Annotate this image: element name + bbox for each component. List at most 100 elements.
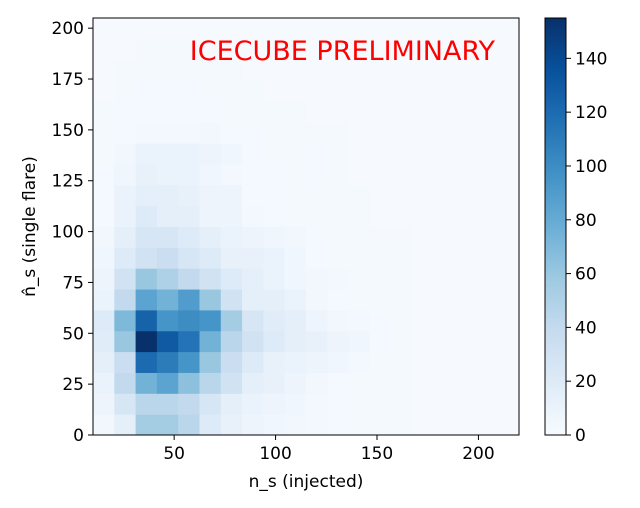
y-tick-label: 100 — [52, 223, 84, 243]
heatmap-cell — [348, 351, 371, 373]
heatmap-cell — [199, 205, 222, 227]
heatmap-cell — [327, 351, 350, 373]
heatmap-cell — [433, 163, 456, 186]
heatmap-cell — [93, 184, 115, 207]
colorbar-tick-label: 140 — [575, 49, 607, 69]
heatmap-cell — [497, 184, 520, 207]
heatmap-cell — [178, 226, 200, 248]
heatmap-cell — [220, 101, 243, 123]
heatmap-cell — [306, 38, 328, 61]
heatmap-cell — [497, 414, 520, 436]
heatmap-cell — [156, 351, 179, 373]
heatmap-cell — [284, 393, 307, 415]
heatmap-cell — [369, 330, 392, 353]
heatmap-cell — [242, 184, 264, 207]
heatmap-cell — [220, 163, 243, 186]
heatmap-cell — [412, 351, 435, 373]
heatmap-cell — [497, 372, 520, 394]
heatmap-cell — [199, 414, 222, 436]
heatmap-cell — [114, 184, 137, 207]
heatmap-cell — [412, 247, 435, 269]
heatmap-cell — [497, 268, 520, 290]
heatmap-cell — [327, 143, 350, 165]
colorbar-tick-label: 100 — [575, 157, 607, 177]
heatmap-cell — [455, 414, 477, 436]
heatmap-cell — [93, 351, 115, 373]
heatmap-cell — [476, 268, 499, 290]
heatmap-cell — [348, 80, 371, 102]
heatmap-cell — [178, 414, 200, 436]
heatmap-cell — [348, 330, 371, 353]
heatmap-cell — [114, 205, 137, 227]
heatmap-cell — [348, 268, 371, 290]
heatmap-cell — [412, 38, 435, 61]
heatmap-cell — [455, 393, 477, 415]
heatmap-cell — [327, 184, 350, 207]
heatmap-cell — [263, 205, 286, 227]
heatmap-cell — [178, 184, 200, 207]
heatmap-cell — [135, 330, 158, 353]
heatmap-cell — [242, 101, 264, 123]
heatmap-cell — [306, 143, 328, 165]
heatmap-cell — [284, 101, 307, 123]
heatmap-cell — [135, 80, 158, 102]
heatmap-cell — [156, 122, 179, 144]
heatmap-cell — [348, 101, 371, 123]
heatmap-cell — [327, 163, 350, 186]
heatmap-cell — [433, 414, 456, 436]
heatmap-cell — [135, 226, 158, 248]
y-tick-label: 175 — [52, 70, 84, 90]
colorbar-tick-label: 60 — [575, 265, 597, 285]
heatmap-cell — [369, 247, 392, 269]
heatmap-cell — [263, 184, 286, 207]
heatmap-cell — [306, 372, 328, 394]
heatmap-cell — [369, 101, 392, 123]
heatmap-cell — [93, 122, 115, 144]
heatmap-cell — [369, 38, 392, 61]
heatmap-cell — [93, 163, 115, 186]
x-tick-label: 200 — [462, 444, 494, 464]
heatmap-cell — [412, 18, 435, 40]
heatmap-cell — [348, 393, 371, 415]
heatmap-cell — [135, 122, 158, 144]
heatmap-cell — [327, 59, 350, 82]
heatmap-cell — [220, 393, 243, 415]
heatmap-cell — [455, 38, 477, 61]
heatmap-cell — [391, 372, 413, 394]
heatmap-cell — [327, 122, 350, 144]
heatmap-cell — [497, 226, 520, 248]
colorbar — [544, 17, 567, 436]
heatmap-cell — [433, 372, 456, 394]
heatmap-cell — [220, 143, 243, 165]
heatmap-cell — [135, 351, 158, 373]
colorbar-tick-label: 120 — [575, 103, 607, 123]
heatmap-cell — [242, 226, 264, 248]
heatmap-cell — [433, 18, 456, 40]
heatmap-cell — [284, 289, 307, 311]
heatmap-cell — [263, 18, 286, 40]
heatmap-cell — [455, 226, 477, 248]
heatmap-cell — [284, 414, 307, 436]
heatmap-cell — [93, 143, 115, 165]
heatmap-cell — [114, 351, 137, 373]
heatmap-cell — [156, 184, 179, 207]
heatmap-cell — [220, 122, 243, 144]
y-tick-label: 50 — [62, 324, 84, 344]
heatmap-cell — [156, 414, 179, 436]
heatmap-cell — [327, 205, 350, 227]
heatmap-cell — [114, 309, 137, 332]
heatmap-cell — [135, 163, 158, 186]
heatmap-cell — [135, 289, 158, 311]
heatmap-cell — [114, 80, 137, 102]
heatmap-cell — [476, 393, 499, 415]
heatmap-cell — [114, 122, 137, 144]
heatmap-cell — [327, 289, 350, 311]
heatmap-cell — [156, 309, 179, 332]
heatmap-cell — [412, 205, 435, 227]
heatmap-cell — [135, 268, 158, 290]
heatmap-cell — [391, 330, 413, 353]
heatmap-cell — [348, 59, 371, 82]
heatmap-cell — [348, 38, 371, 61]
heatmap-cell — [156, 101, 179, 123]
heatmap-cell — [156, 163, 179, 186]
